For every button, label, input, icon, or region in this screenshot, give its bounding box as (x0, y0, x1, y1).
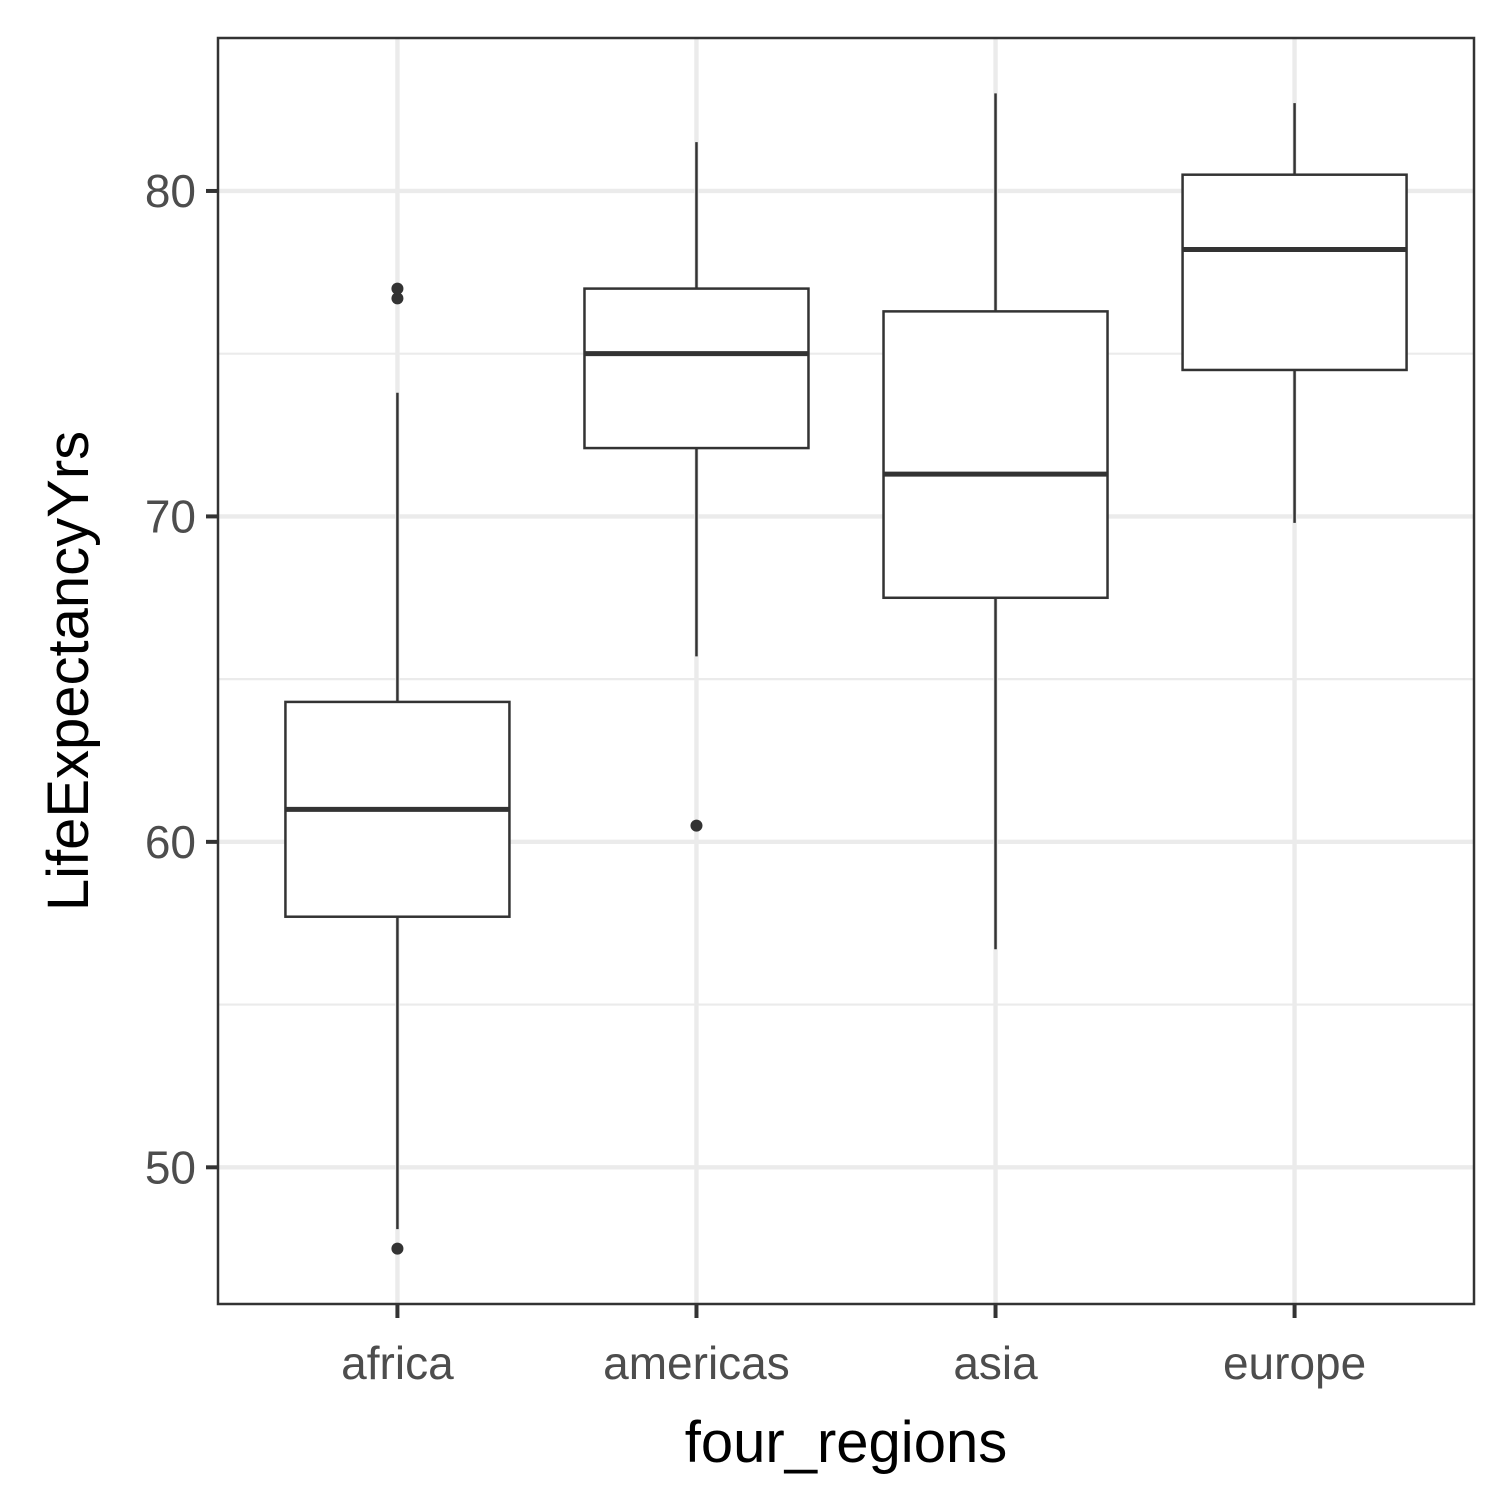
y-axis-title: LifeExpectancyYrs (36, 431, 101, 911)
x-tick-label: americas (603, 1337, 790, 1389)
y-tick-label: 50 (145, 1141, 196, 1193)
iqr-box (1181, 173, 1408, 372)
y-tick-label: 80 (145, 165, 196, 217)
x-tick-label: europe (1223, 1337, 1366, 1389)
outlier-point (391, 282, 404, 295)
x-tick-label: asia (953, 1337, 1038, 1389)
axis-layer: 50 60 70 80 africa americas asia europe (145, 165, 1366, 1389)
outlier-point (690, 819, 703, 832)
outlier-point (391, 292, 404, 305)
panel-border (216, 36, 1476, 1306)
x-tick-label: africa (341, 1337, 454, 1389)
iqr-box (583, 287, 810, 450)
box-asia (882, 93, 1109, 950)
box-americas (583, 142, 810, 832)
box-europe (1181, 103, 1408, 523)
outlier-point (391, 1242, 404, 1255)
box-africa (284, 282, 511, 1255)
y-tick-label: 60 (145, 816, 196, 868)
y-tick-label: 70 (145, 490, 196, 542)
boxes-layer (284, 93, 1408, 1255)
x-axis-title: four_regions (685, 1410, 1007, 1475)
iqr-box (882, 310, 1109, 600)
